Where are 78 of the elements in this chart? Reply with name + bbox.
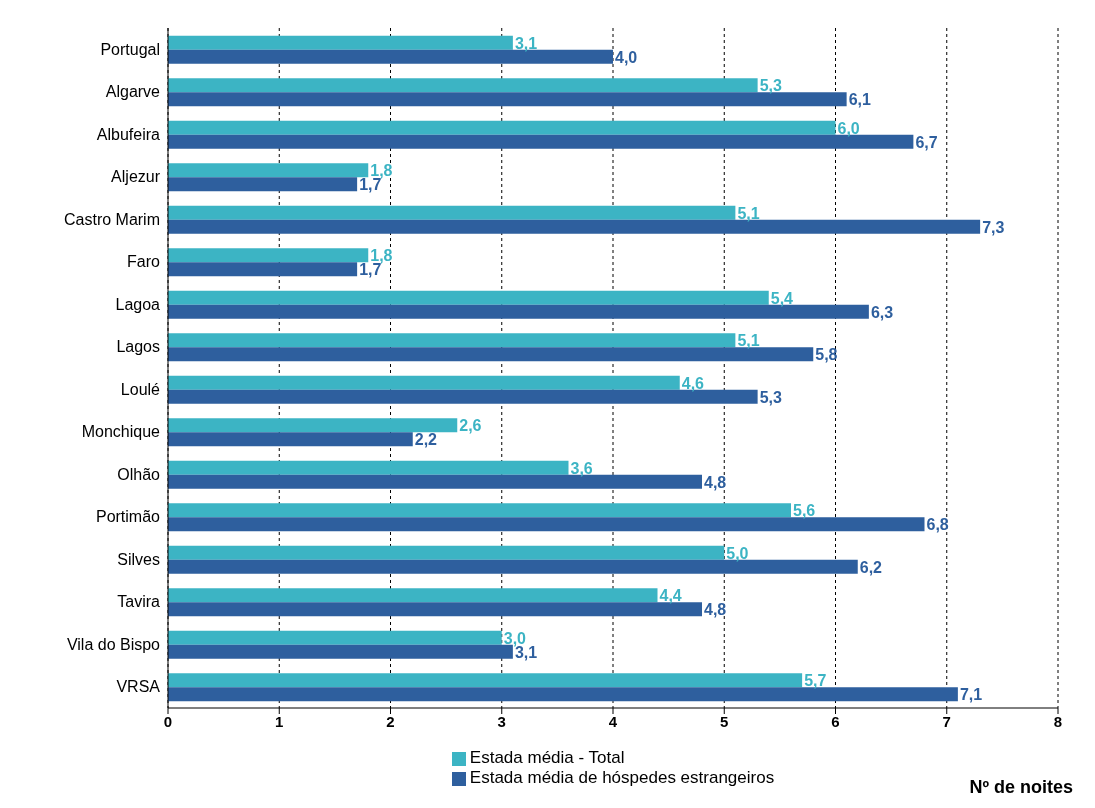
bar (168, 432, 413, 447)
data-label: 5,7 (804, 672, 827, 690)
y-tick-label: Lagoa (115, 295, 161, 313)
data-label: 5,8 (815, 346, 838, 364)
data-label: 6,8 (926, 516, 949, 534)
data-label: 4,0 (615, 48, 638, 66)
data-label: 7,3 (982, 218, 1005, 236)
bar (168, 333, 736, 348)
data-label: 6,7 (915, 133, 938, 151)
y-tick-label: Vila do Bispo (66, 635, 161, 653)
bar (168, 630, 502, 645)
data-label: 6,2 (859, 558, 883, 576)
data-label: 5,3 (759, 77, 782, 95)
legend-label: Estada média - Total (469, 748, 625, 767)
data-label: 2,2 (414, 431, 438, 449)
y-tick-label: Tavira (117, 593, 161, 611)
y-tick-label: Portugal (100, 40, 160, 58)
bar (168, 588, 658, 603)
data-label: 5,1 (737, 204, 760, 222)
y-tick-label: Olhão (117, 465, 161, 483)
bar (168, 418, 458, 433)
y-tick-label: Faro (127, 253, 161, 271)
bar (168, 687, 958, 702)
y-tick-label: Castro Marim (63, 210, 160, 228)
bar (168, 290, 769, 305)
bar (168, 375, 680, 390)
data-label: 6,1 (848, 91, 871, 109)
x-tick-label: 4 (608, 712, 618, 730)
data-label: 7,1 (959, 686, 983, 704)
data-label: 4,8 (704, 601, 727, 619)
data-label: 5,4 (770, 289, 794, 307)
y-tick-label: Silves (117, 550, 160, 568)
legend-label: Estada média de hóspedes estrangeiros (469, 768, 775, 787)
x-tick-label: 2 (386, 712, 395, 730)
data-label: 6,0 (837, 119, 860, 137)
data-label: 3,1 (514, 34, 538, 52)
bar (168, 673, 803, 688)
bar (168, 248, 369, 263)
bar (168, 347, 814, 362)
bar (168, 163, 369, 178)
bar (168, 120, 836, 135)
bar (168, 503, 791, 518)
y-tick-label: Portimão (95, 508, 161, 526)
bar (168, 205, 736, 220)
x-tick-label: 5 (720, 712, 729, 730)
bar (168, 35, 513, 50)
data-label: 4,8 (704, 473, 727, 491)
y-tick-label: Aljezur (111, 168, 161, 186)
bar (168, 177, 358, 192)
data-label: 6,3 (870, 303, 894, 321)
x-tick-label: 7 (942, 712, 951, 730)
y-tick-label: VRSA (116, 678, 161, 696)
data-label: 5,3 (759, 388, 782, 406)
x-tick-label: 8 (1053, 712, 1063, 730)
bar (168, 602, 702, 617)
data-label: 2,6 (459, 417, 482, 435)
x-tick-label: 3 (497, 712, 506, 730)
data-label: 3,6 (570, 459, 593, 477)
bar (168, 78, 758, 93)
y-tick-label: Loulé (120, 380, 161, 398)
x-axis-title: Nº de noites (969, 777, 1073, 798)
bar (168, 545, 725, 560)
bar (168, 517, 925, 532)
bar (168, 262, 358, 277)
bar (168, 460, 569, 475)
data-label: 4,4 (659, 587, 682, 605)
data-label: 5,1 (737, 332, 760, 350)
y-tick-label: Monchique (81, 423, 161, 441)
x-tick-label: 6 (831, 712, 840, 730)
x-tick-label: 1 (275, 712, 284, 730)
y-tick-label: Algarve (105, 83, 161, 101)
y-tick-label: Lagos (116, 338, 160, 356)
x-tick-label: 0 (163, 712, 173, 730)
data-label: 5,0 (726, 544, 749, 562)
data-label: 5,6 (793, 502, 816, 520)
bar (168, 92, 847, 107)
y-tick-label: Albufeira (96, 125, 161, 143)
data-label: 4,6 (681, 374, 705, 392)
